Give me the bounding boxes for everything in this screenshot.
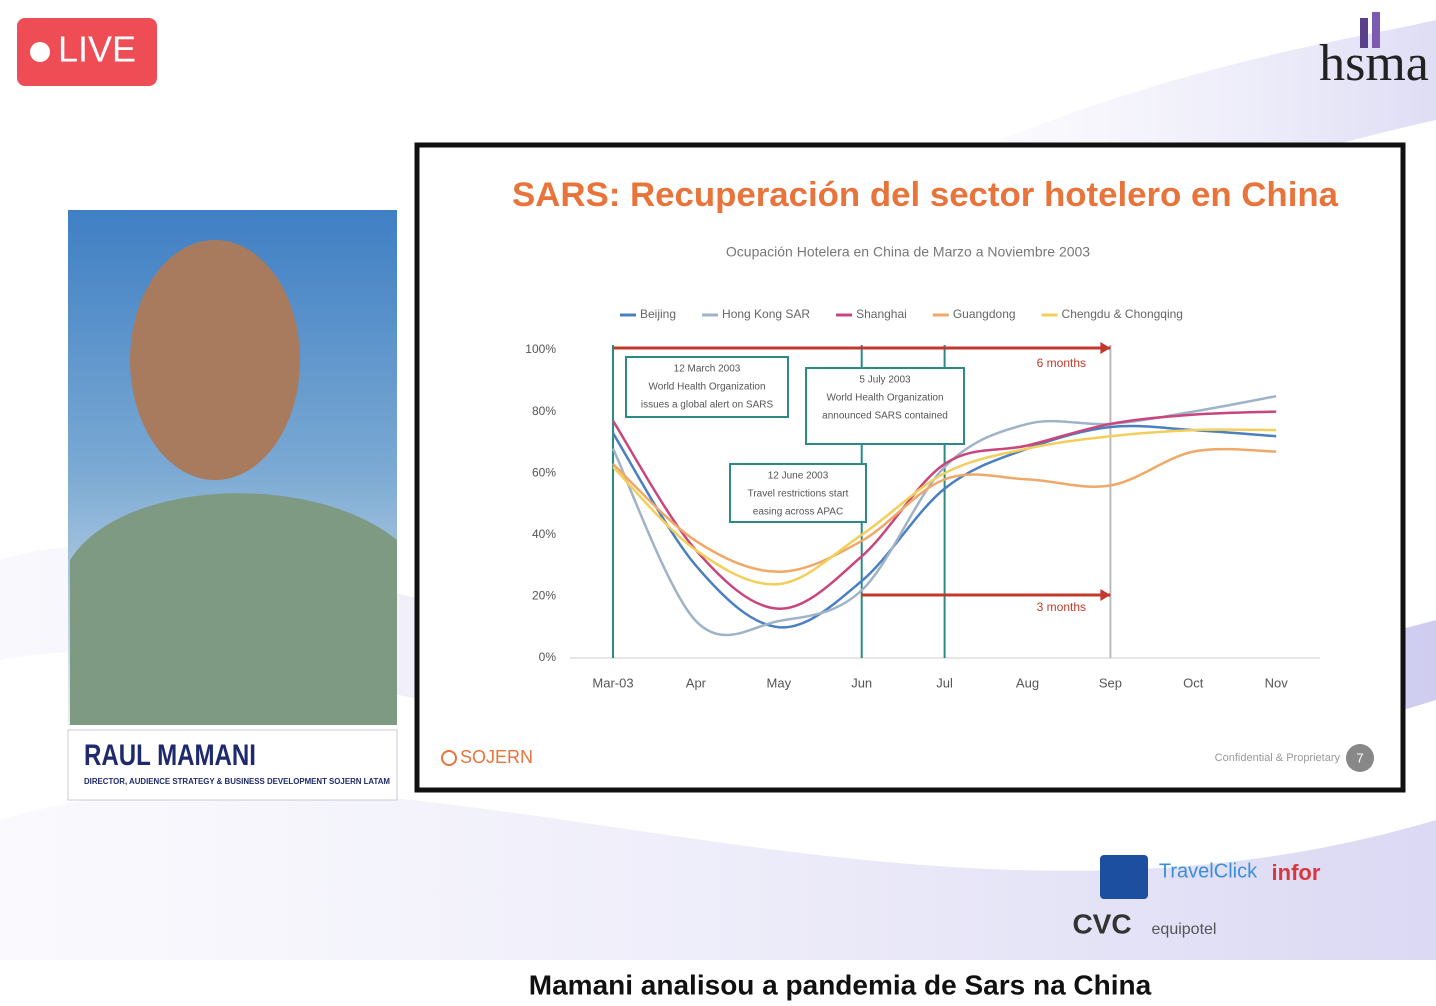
live-text: LIVE (58, 29, 136, 70)
caption: Mamani analisou a pandemia de Sars na Ch… (529, 969, 1152, 1000)
legend-label: Shanghai (856, 307, 907, 321)
y-tick-label: 80% (532, 404, 556, 418)
speaker-shirt (70, 493, 397, 725)
x-tick-label: Aug (1016, 675, 1039, 690)
x-tick-label: Mar-03 (592, 675, 633, 690)
series-line (612, 447, 1277, 574)
speaker-face (130, 240, 300, 480)
caption-bar (0, 964, 1436, 1006)
live-dot (30, 42, 50, 62)
annotation-text: World Health Organization (826, 393, 943, 404)
x-tick-label: Jul (936, 675, 953, 690)
annotation-box (729, 463, 867, 523)
annotation-text: issues a global alert on SARS (641, 400, 774, 411)
logo-mark (1372, 12, 1380, 48)
chart-subtitle: Ocupación Hotelera en China de Marzo a N… (726, 244, 1090, 260)
chart-title: SARS: Recuperación del sector hotelero e… (512, 176, 1339, 214)
sponsor: CVC (1072, 908, 1131, 939)
sponsor-logo (1100, 855, 1148, 899)
annotation-text: 12 June 2003 (768, 471, 829, 482)
legend-label: Guangdong (953, 307, 1016, 321)
annotation-text: 12 March 2003 (674, 364, 741, 375)
y-tick-label: 100% (525, 342, 556, 356)
speaker-name: RAUL MAMANI (84, 739, 256, 772)
arrow-head (1100, 589, 1111, 601)
y-tick-label: 20% (532, 589, 556, 603)
annotation-text: easing across APAC (753, 507, 843, 518)
y-tick-label: 0% (539, 650, 557, 664)
series-line (611, 424, 1277, 629)
speaker-role: DIRECTOR, AUDIENCE STRATEGY & BUSINESS D… (84, 777, 390, 786)
x-tick-label: Oct (1183, 675, 1204, 690)
legend-label: Hong Kong SAR (722, 307, 810, 321)
name-plate (67, 729, 398, 801)
x-tick-label: Apr (686, 675, 707, 690)
annotation-text: 6 months (1037, 356, 1086, 370)
x-tick-label: Nov (1265, 675, 1289, 690)
x-tick-label: Jun (851, 675, 872, 690)
sponsor: infor (1272, 860, 1321, 885)
page-badge (1346, 744, 1374, 772)
x-tick-label: May (767, 675, 792, 690)
annotation-box (625, 356, 789, 418)
y-tick-label: 60% (532, 465, 556, 479)
annotation-text: 5 July 2003 (859, 375, 911, 386)
sponsor: TravelClick (1159, 860, 1258, 882)
annotation-text: Travel restrictions start (748, 489, 849, 500)
series-line (611, 410, 1277, 610)
sponsor: equipotel (1152, 921, 1217, 938)
series-line (612, 428, 1277, 586)
chart: SARS: Recuperación del sector hotelero e… (512, 176, 1339, 690)
annotation-text: 3 months (1037, 600, 1086, 614)
legend-label: Beijing (640, 307, 676, 321)
slide (414, 142, 1406, 793)
annotation-text: World Health Organization (648, 382, 765, 393)
page-number: 7 (1356, 750, 1363, 765)
logo-mark (1360, 18, 1368, 48)
annotation-box (805, 367, 965, 445)
slide-brand: SOJERN (460, 747, 533, 767)
slide-footer: Confidential & Proprietary (1215, 752, 1341, 764)
logo: hsma (1319, 35, 1429, 92)
y-tick-label: 40% (532, 527, 556, 541)
annotation-text: announced SARS contained (822, 411, 948, 422)
live-badge (17, 18, 157, 86)
arrow-head (1100, 342, 1111, 354)
legend-label: Chengdu & Chongqing (1062, 307, 1183, 321)
x-tick-label: Sep (1099, 675, 1122, 690)
brand-icon (441, 750, 457, 766)
